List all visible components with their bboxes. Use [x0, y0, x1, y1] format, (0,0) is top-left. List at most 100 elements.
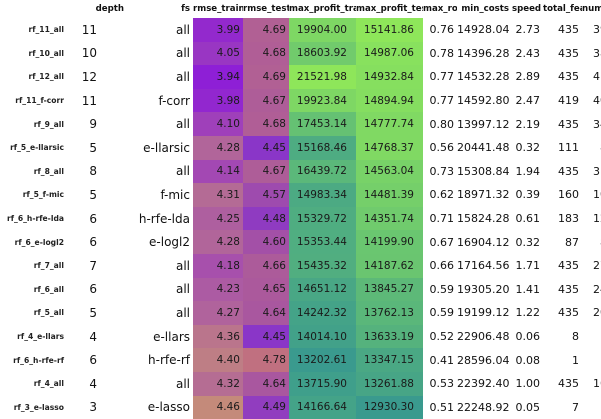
cell-index: rf_9_all [0, 112, 67, 136]
cell-rmse-train: 4.10 [193, 112, 243, 136]
cell-max-roi: 0.67 [423, 230, 457, 254]
cell-rmse-train: 4.14 [193, 160, 243, 184]
cell-depth: 8 [67, 160, 127, 184]
cell-num-feat: 7 [582, 396, 601, 419]
cell-fs: all [127, 372, 193, 396]
cell-max-roi: 0.77 [423, 65, 457, 89]
cell-depth: 5 [67, 183, 127, 207]
column-header: max_roi [423, 0, 457, 18]
cell-fs: h-rfe-lda [127, 207, 193, 231]
cell-rmse-train: 4.05 [193, 42, 243, 66]
cell-index: rf_6_e-logl2 [0, 230, 67, 254]
cell-max-roi: 0.41 [423, 348, 457, 372]
cell-max-roi: 0.62 [423, 183, 457, 207]
column-header: rmse_test [243, 0, 289, 18]
cell-depth: 5 [67, 136, 127, 160]
cell-total-feat: 160 [543, 183, 582, 207]
column-header: max_profit_test [356, 0, 423, 18]
cell-speed: 0.39 [512, 183, 543, 207]
cell-min-costs: 19305.20 [457, 278, 512, 302]
cell-rmse-train: 4.28 [193, 136, 243, 160]
cell-speed: 2.43 [512, 42, 543, 66]
cell-min-costs: 19199.12 [457, 301, 512, 325]
cell-speed: 2.47 [512, 89, 543, 113]
cell-max-profit-train: 13715.90 [289, 372, 356, 396]
cell-index: rf_10_all [0, 42, 67, 66]
cell-depth: 6 [67, 278, 127, 302]
cell-num-feat: 129 [582, 207, 601, 231]
cell-fs: e-logl2 [127, 230, 193, 254]
column-header: fs [127, 0, 193, 18]
cell-max-profit-train: 15353.44 [289, 230, 356, 254]
cell-index: rf_6_h-rfe-lda [0, 207, 67, 231]
cell-max-profit-test: 14894.94 [356, 89, 423, 113]
cell-max-profit-train: 19923.84 [289, 89, 356, 113]
cell-rmse-train: 4.25 [193, 207, 243, 231]
cell-rmse-train: 4.23 [193, 278, 243, 302]
cell-index: rf_12_all [0, 65, 67, 89]
cell-min-costs: 14928.04 [457, 18, 512, 42]
cell-max-roi: 0.59 [423, 278, 457, 302]
cell-depth: 11 [67, 89, 127, 113]
cell-depth: 9 [67, 112, 127, 136]
cell-speed: 0.61 [512, 207, 543, 231]
cell-total-feat: 7 [543, 396, 582, 419]
cell-max-roi: 0.71 [423, 207, 457, 231]
cell-index: rf_4_e-llars [0, 325, 67, 349]
cell-max-profit-test: 14187.62 [356, 254, 423, 278]
cell-max-profit-test: 14199.90 [356, 230, 423, 254]
cell-total-feat: 183 [543, 207, 582, 231]
cell-max-profit-train: 14651.12 [289, 278, 356, 302]
column-header: speed [512, 0, 543, 18]
cell-depth: 3 [67, 396, 127, 419]
cell-rmse-train: 3.94 [193, 65, 243, 89]
cell-num-feat: 404 [582, 89, 601, 113]
cell-max-profit-test: 12930.30 [356, 396, 423, 419]
cell-speed: 1.71 [512, 254, 543, 278]
cell-fs: all [127, 42, 193, 66]
cell-max-roi: 0.77 [423, 89, 457, 113]
cell-min-costs: 15824.28 [457, 207, 512, 231]
cell-index: rf_11_all [0, 18, 67, 42]
cell-depth: 6 [67, 230, 127, 254]
cell-max-roi: 0.52 [423, 325, 457, 349]
cell-max-profit-train: 14983.34 [289, 183, 356, 207]
cell-min-costs: 13997.12 [457, 112, 512, 136]
cell-depth: 6 [67, 348, 127, 372]
cell-rmse-test: 4.45 [243, 136, 289, 160]
cell-rmse-test: 4.67 [243, 89, 289, 113]
cell-depth: 10 [67, 42, 127, 66]
cell-total-feat: 87 [543, 230, 582, 254]
cell-speed: 0.06 [512, 325, 543, 349]
cell-fs: h-rfe-rf [127, 348, 193, 372]
cell-max-roi: 0.66 [423, 254, 457, 278]
cell-max-profit-test: 14481.39 [356, 183, 423, 207]
cell-total-feat: 1 [543, 348, 582, 372]
cell-total-feat: 435 [543, 278, 582, 302]
cell-min-costs: 18971.32 [457, 183, 512, 207]
cell-depth: 5 [67, 301, 127, 325]
cell-min-costs: 22392.40 [457, 372, 512, 396]
cell-speed: 1.94 [512, 160, 543, 184]
cell-fs: all [127, 301, 193, 325]
cell-min-costs: 17164.56 [457, 254, 512, 278]
cell-max-profit-train: 16439.72 [289, 160, 356, 184]
cell-rmse-test: 4.64 [243, 301, 289, 325]
cell-fs: all [127, 18, 193, 42]
cell-rmse-test: 4.45 [243, 325, 289, 349]
cell-num-feat: 415 [582, 65, 601, 89]
cell-max-roi: 0.59 [423, 301, 457, 325]
cell-max-profit-test: 13261.88 [356, 372, 423, 396]
cell-fs: e-llarsic [127, 136, 193, 160]
cell-max-roi: 0.73 [423, 160, 457, 184]
cell-index: rf_8_all [0, 160, 67, 184]
cell-rmse-test: 4.69 [243, 65, 289, 89]
cell-fs: all [127, 112, 193, 136]
